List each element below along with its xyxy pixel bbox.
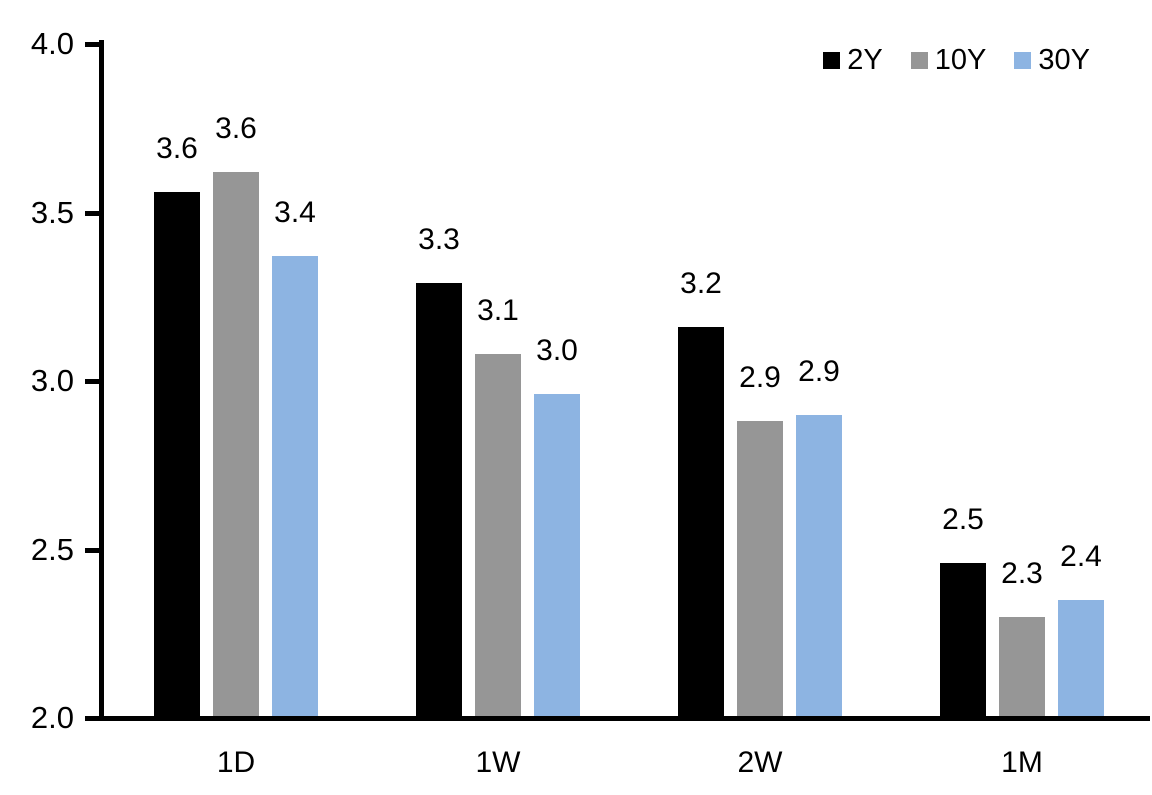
legend-item-2y: 2Y [823,44,883,76]
y-tick-label: 3.0 [30,363,74,398]
x-category-label-1d: 1D [216,746,256,779]
bar-30y-1w [534,394,580,718]
y-tick-label: 2.0 [30,700,74,735]
bar-value-label: 3.4 [274,196,316,230]
legend-item-10y: 10Y [910,44,987,76]
bar-value-label: 2.4 [1060,540,1102,574]
bar-30y-1d [272,256,318,718]
bar-value-label: 2.9 [739,361,781,395]
bar-value-label: 2.9 [798,354,840,388]
y-tick-label: 4.0 [30,26,74,61]
bar-value-label: 2.5 [942,502,984,536]
y-tick-label: 3.5 [30,194,74,230]
legend-label-10y: 10Y [934,44,987,76]
bar-value-label: 3.1 [477,294,519,328]
bar-30y-2w [796,414,842,718]
bar-2y-1d [154,192,200,718]
y-axis-tick [85,210,99,216]
bar-value-label: 3.3 [418,223,460,257]
x-category-label-1m: 1M [1001,746,1043,779]
bar-30y-1m [1058,600,1104,718]
y-axis-line [99,40,104,721]
legend-swatch-2y [823,51,841,69]
bar-10y-2w [737,421,783,718]
bar-value-label: 3.0 [536,334,578,368]
bar-2y-1w [416,283,462,718]
x-category-label-2w: 2W [737,746,783,779]
bar-value-label: 3.6 [215,112,257,146]
legend-swatch-10y [910,51,928,69]
x-category-label-1w: 1W [475,746,521,779]
bar-value-label: 3.6 [156,132,198,166]
bar-2y-2w [678,327,724,718]
bar-value-label: 3.2 [680,267,722,301]
y-axis-tick [85,379,99,384]
legend-item-30y: 30Y [1014,45,1090,75]
legend-label-30y: 30Y [1038,44,1090,76]
y-axis-tick [85,547,99,553]
x-axis-line [85,716,1150,721]
bar-10y-1w [475,354,521,718]
bar-10y-1d [213,172,259,718]
legend-swatch-30y [1014,51,1032,69]
y-axis-tick [85,42,99,47]
bar-value-label: 2.3 [1001,556,1043,590]
legend: 2Y 10Y 30Y [823,45,1090,75]
y-tick-label: 2.5 [30,531,74,567]
bar-2y-1m [940,562,986,718]
legend-label-2y: 2Y [847,44,883,76]
bar-10y-1m [999,616,1045,718]
y-axis-tick [85,716,99,721]
